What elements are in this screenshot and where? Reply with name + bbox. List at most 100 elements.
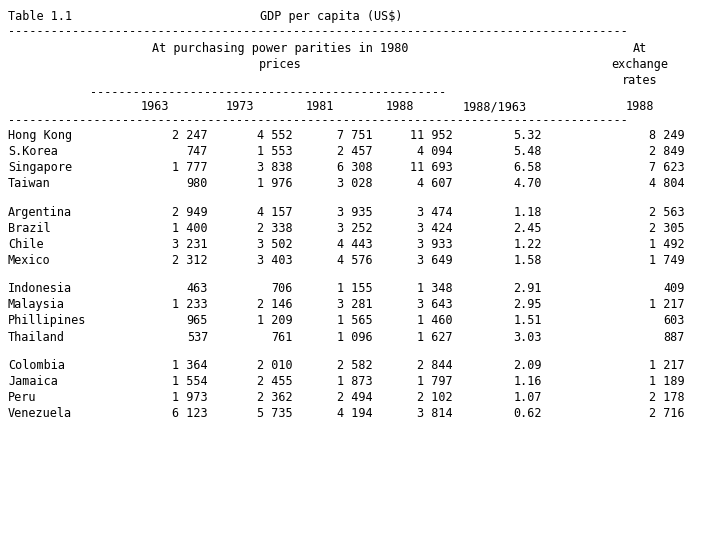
Text: GDP per capita (US$): GDP per capita (US$) — [260, 10, 402, 23]
Text: 7 623: 7 623 — [649, 161, 685, 174]
Text: 0.62: 0.62 — [513, 407, 542, 420]
Text: 1 217: 1 217 — [649, 299, 685, 311]
Text: 4 804: 4 804 — [649, 177, 685, 190]
Text: 2.09: 2.09 — [513, 359, 542, 372]
Text: 4 443: 4 443 — [338, 238, 373, 251]
Text: 1.58: 1.58 — [513, 254, 542, 267]
Text: --------------------------------------------------------------------------------: ----------------------------------------… — [8, 114, 628, 127]
Text: 887: 887 — [663, 331, 685, 343]
Text: 6 123: 6 123 — [173, 407, 208, 420]
Text: Brazil: Brazil — [8, 222, 51, 235]
Text: 1 155: 1 155 — [338, 282, 373, 295]
Text: 3 424: 3 424 — [418, 222, 453, 235]
Text: Hong Kong: Hong Kong — [8, 129, 72, 142]
Text: Venezuela: Venezuela — [8, 407, 72, 420]
Text: 3 252: 3 252 — [338, 222, 373, 235]
Text: 1 217: 1 217 — [649, 359, 685, 372]
Text: 4 576: 4 576 — [338, 254, 373, 267]
Text: 2 716: 2 716 — [649, 407, 685, 420]
Text: 3.03: 3.03 — [513, 331, 542, 343]
Text: Argentina: Argentina — [8, 206, 72, 218]
Text: 2 563: 2 563 — [649, 206, 685, 218]
Text: 1 400: 1 400 — [173, 222, 208, 235]
Text: 2 312: 2 312 — [173, 254, 208, 267]
Text: --------------------------------------------------------------------------------: ----------------------------------------… — [8, 25, 628, 38]
Text: S.Korea: S.Korea — [8, 145, 58, 158]
Text: 2 305: 2 305 — [649, 222, 685, 235]
Text: 1.16: 1.16 — [513, 375, 542, 388]
Text: 3 403: 3 403 — [258, 254, 293, 267]
Text: At purchasing power parities in 1980: At purchasing power parities in 1980 — [152, 42, 409, 56]
Text: 1973: 1973 — [226, 100, 254, 113]
Text: 2 178: 2 178 — [649, 391, 685, 404]
Text: 4 157: 4 157 — [258, 206, 293, 218]
Text: 3 814: 3 814 — [418, 407, 453, 420]
Text: 1 553: 1 553 — [258, 145, 293, 158]
Text: 1 460: 1 460 — [418, 315, 453, 327]
Text: 1 364: 1 364 — [173, 359, 208, 372]
Text: 3 649: 3 649 — [418, 254, 453, 267]
Text: 463: 463 — [187, 282, 208, 295]
Text: 1981: 1981 — [306, 100, 334, 113]
Text: 2 494: 2 494 — [338, 391, 373, 404]
Text: 3 933: 3 933 — [418, 238, 453, 251]
Text: 11 952: 11 952 — [410, 129, 453, 142]
Text: 2 362: 2 362 — [258, 391, 293, 404]
Text: 3 474: 3 474 — [418, 206, 453, 218]
Text: 5 735: 5 735 — [258, 407, 293, 420]
Text: 1 233: 1 233 — [173, 299, 208, 311]
Text: Thailand: Thailand — [8, 331, 65, 343]
Text: 2.45: 2.45 — [513, 222, 542, 235]
Text: 706: 706 — [272, 282, 293, 295]
Text: Peru: Peru — [8, 391, 37, 404]
Text: 1 777: 1 777 — [173, 161, 208, 174]
Text: 1 554: 1 554 — [173, 375, 208, 388]
Text: Jamaica: Jamaica — [8, 375, 58, 388]
Text: rates: rates — [622, 74, 658, 87]
Text: Malaysia: Malaysia — [8, 299, 65, 311]
Text: 1 209: 1 209 — [258, 315, 293, 327]
Text: Phillipines: Phillipines — [8, 315, 86, 327]
Text: 4 094: 4 094 — [418, 145, 453, 158]
Text: 3 231: 3 231 — [173, 238, 208, 251]
Text: 4.70: 4.70 — [513, 177, 542, 190]
Text: 2 582: 2 582 — [338, 359, 373, 372]
Text: 3 281: 3 281 — [338, 299, 373, 311]
Text: 1 627: 1 627 — [418, 331, 453, 343]
Text: 409: 409 — [663, 282, 685, 295]
Text: Mexico: Mexico — [8, 254, 51, 267]
Text: 980: 980 — [187, 177, 208, 190]
Text: 5.48: 5.48 — [513, 145, 542, 158]
Text: 1 749: 1 749 — [649, 254, 685, 267]
Text: 2 247: 2 247 — [173, 129, 208, 142]
Text: 1 348: 1 348 — [418, 282, 453, 295]
Text: 7 751: 7 751 — [338, 129, 373, 142]
Text: 4 194: 4 194 — [338, 407, 373, 420]
Text: 2 010: 2 010 — [258, 359, 293, 372]
Text: Taiwan: Taiwan — [8, 177, 51, 190]
Text: 8 249: 8 249 — [649, 129, 685, 142]
Text: 1 492: 1 492 — [649, 238, 685, 251]
Text: 1.22: 1.22 — [513, 238, 542, 251]
Text: 2.95: 2.95 — [513, 299, 542, 311]
Text: 1.18: 1.18 — [513, 206, 542, 218]
Text: Indonesia: Indonesia — [8, 282, 72, 295]
Text: 3 502: 3 502 — [258, 238, 293, 251]
Text: 3 643: 3 643 — [418, 299, 453, 311]
Text: 2 849: 2 849 — [649, 145, 685, 158]
Text: 1 096: 1 096 — [338, 331, 373, 343]
Text: 2 949: 2 949 — [173, 206, 208, 218]
Text: Singapore: Singapore — [8, 161, 72, 174]
Text: 2 457: 2 457 — [338, 145, 373, 158]
Text: 1 565: 1 565 — [338, 315, 373, 327]
Text: 2.91: 2.91 — [513, 282, 542, 295]
Text: 5.32: 5.32 — [513, 129, 542, 142]
Text: At: At — [633, 42, 647, 56]
Text: 2 338: 2 338 — [258, 222, 293, 235]
Text: 1 973: 1 973 — [173, 391, 208, 404]
Text: 1.07: 1.07 — [513, 391, 542, 404]
Text: Chile: Chile — [8, 238, 44, 251]
Text: 1963: 1963 — [140, 100, 169, 113]
Text: exchange: exchange — [611, 58, 668, 71]
Text: 1988/1963: 1988/1963 — [463, 100, 527, 113]
